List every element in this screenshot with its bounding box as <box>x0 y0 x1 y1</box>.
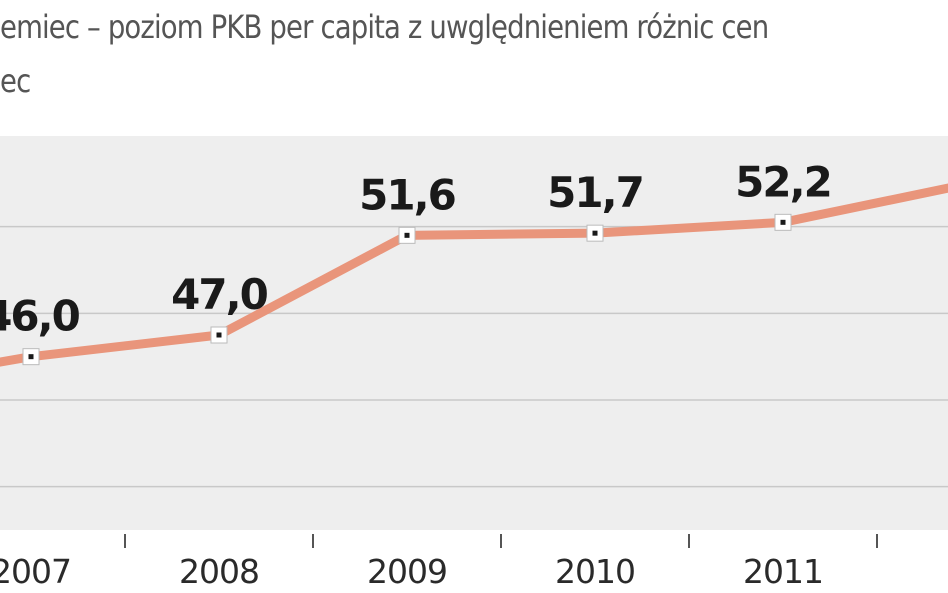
data-label: 51,7 <box>547 168 643 217</box>
data-label: 51,6 <box>359 170 455 219</box>
data-point-marker <box>398 226 416 244</box>
marker-dot <box>216 332 222 338</box>
marker-dot <box>404 232 410 238</box>
chart-title-line-1: emiec – poziom PKB per capita z uwględni… <box>0 8 769 46</box>
data-label: 47,0 <box>171 270 267 319</box>
data-label: 46,0 <box>0 292 80 341</box>
chart-title-line-2: ec <box>0 62 31 100</box>
x-tick-label: 2007 <box>0 552 71 591</box>
marker-dot <box>592 230 598 236</box>
x-tick-label: 2008 <box>179 552 259 591</box>
x-tick-label: 2010 <box>555 552 635 591</box>
data-point-marker <box>210 326 228 344</box>
plot-background <box>0 136 948 530</box>
x-tick-label: 2011 <box>743 552 823 591</box>
data-label: 52,2 <box>735 157 831 206</box>
marker-dot <box>28 354 34 360</box>
data-point-marker <box>774 213 792 231</box>
data-point-marker <box>586 224 604 242</box>
data-point-marker <box>22 348 40 366</box>
marker-dot <box>780 219 786 225</box>
x-tick-label: 2009 <box>367 552 447 591</box>
